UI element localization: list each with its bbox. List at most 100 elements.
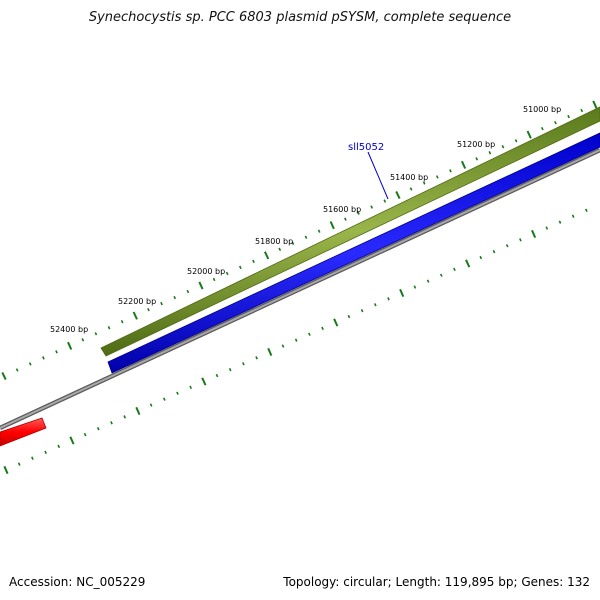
inner-track-major-tick [267,347,273,357]
outer-track-minor-tick [449,169,452,173]
outer-track-minor-tick [55,350,58,354]
outer-track-major-tick [329,221,335,230]
inner-track-minor-tick [571,214,575,218]
outer-track-minor-tick [317,229,321,233]
inner-track-minor-tick [17,462,21,466]
reverse-gene-bar[interactable] [107,132,600,374]
inner-track-minor-tick [558,220,562,224]
inner-track-minor-tick [505,244,509,248]
outer-track-minor-tick [147,307,150,312]
inner-track-minor-tick [176,391,179,395]
outer-track-major-tick [526,130,532,139]
tick-label: 51600 bp [323,205,361,214]
tick-label: 51800 bp [255,237,293,246]
outer-track-minor-tick [225,271,229,276]
inner-track-minor-tick [242,362,245,366]
outer-track-minor-tick [212,277,216,282]
outer-track-minor-tick [15,368,19,372]
inner-track-minor-tick [255,356,258,360]
outer-track-minor-tick [238,265,242,270]
inner-track-major-tick [465,259,471,268]
outer-track-minor-tick [475,157,479,161]
outer-track-major-tick [592,100,598,109]
map-title: Synechocystis sp. PCC 6803 plasmid pSYSM… [88,10,512,25]
gene-label-sll5052[interactable]: sll5052 [348,142,384,153]
outer-track-minor-tick [173,295,177,300]
outer-track-minor-tick [435,175,439,179]
inner-track-minor-tick [83,432,87,437]
inner-track-minor-tick [584,208,588,213]
inner-track-minor-tick [294,338,298,342]
inner-track-minor-tick [228,367,232,372]
outer-track-minor-tick [554,120,557,125]
gene-label-leader-line [367,151,389,200]
tick-label: 52200 bp [118,297,156,306]
inner-track-minor-tick [373,303,377,307]
outer-track-minor-tick [580,108,584,113]
outer-track-minor-tick [42,356,45,360]
inner-track-minor-tick [149,403,153,407]
inner-track-minor-tick [110,421,113,425]
inner-track-minor-tick [215,373,219,378]
inner-track-major-tick [201,377,207,386]
outer-track-minor-tick [120,319,124,324]
outer-track-minor-tick [186,289,190,294]
tick-label-group: 51000 bp 51200 bp 51400 bp 51600 bp 51800 bp… [50,105,561,334]
outer-track-minor-tick [514,139,518,143]
highlighted-gene-bar[interactable] [0,417,47,447]
outer-track-minor-tick [409,187,413,191]
inner-track-minor-tick [162,397,166,401]
outer-track-minor-tick [291,241,295,245]
inner-track-minor-tick [360,308,364,313]
outer-track-major-tick [198,281,204,290]
inner-track-minor-tick [31,456,34,460]
inner-track-minor-tick [492,249,496,254]
inner-track-minor-tick [347,314,351,319]
outer-track-minor-tick [488,151,492,155]
inner-track-minor-tick [57,444,61,449]
outer-track-minor-tick [160,301,163,306]
inner-track-major-tick [399,288,405,298]
tick-label: 51000 bp [523,105,561,114]
inner-track-minor-tick [189,385,193,390]
outer-track-major-tick [132,311,138,320]
inner-track-minor-tick [479,255,483,260]
sequence-backbone-highlight [0,149,600,429]
outer-track-minor-tick [278,247,282,252]
outer-track-minor-tick [28,362,32,366]
inner-track-minor-tick [308,332,311,336]
inner-track-major-tick [333,318,339,327]
outer-track-major-tick [67,341,73,350]
outer-track-minor-tick [422,181,426,185]
tick-label: 51400 bp [390,173,428,182]
accession-text: Accession: NC_005229 [9,575,146,589]
inner-track-major-tick [3,465,9,475]
forward-gene-bar[interactable] [100,106,600,357]
outer-track-minor-tick [94,332,98,336]
outer-track-minor-tick [252,259,255,264]
outer-track-minor-tick [540,126,544,131]
tick-label: 52000 bp [187,267,225,276]
outer-track-minor-tick [501,145,505,149]
outer-track-major-tick [263,251,270,260]
inner-track-minor-tick [519,238,522,242]
tick-label: 52400 bp [50,325,88,334]
inner-track-minor-tick [426,279,430,283]
outer-track-minor-tick [357,211,360,215]
outer-track-major-tick [460,160,467,169]
outer-track-minor-tick [344,217,347,221]
inner-track-minor-tick [321,326,324,331]
inner-track-major-tick [69,436,75,445]
sequence-summary-text: Topology: circular; Length: 119,895 bp; … [283,575,590,589]
outer-track-minor-tick [304,235,308,239]
outer-track-minor-tick [370,205,374,209]
inner-track-minor-tick [439,273,443,277]
outer-track-minor-tick [81,338,85,342]
outer-track-minor-tick [383,199,387,203]
inner-track-major-tick [531,229,537,239]
inner-track-minor-tick [44,450,47,455]
tick-label: 51200 bp [457,140,495,149]
inner-track-minor-tick [387,297,390,301]
inner-track-minor-tick [96,426,100,431]
